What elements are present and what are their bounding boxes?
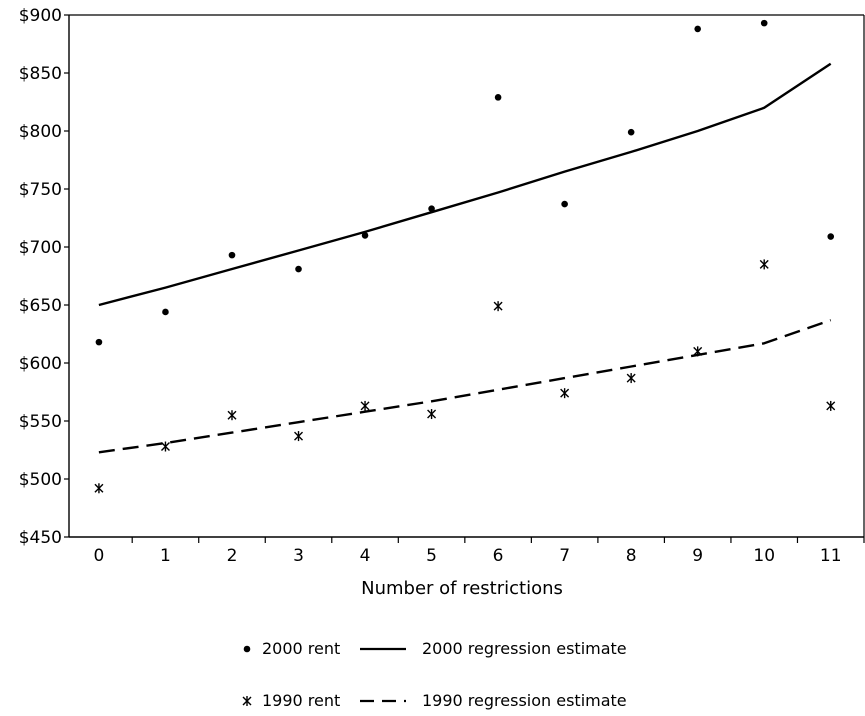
point-1990-rent bbox=[826, 400, 836, 411]
legend-dot-marker bbox=[243, 645, 251, 653]
point-1990-rent bbox=[759, 259, 769, 270]
point-1990-rent bbox=[160, 441, 170, 452]
x-tick-label: 3 bbox=[293, 546, 304, 566]
x-tick-label: 7 bbox=[559, 546, 570, 566]
point-2000-rent bbox=[95, 338, 103, 346]
x-tick-label: 6 bbox=[493, 546, 504, 566]
y-tick-label: $650 bbox=[19, 296, 62, 316]
point-2000-rent bbox=[694, 25, 701, 33]
y-tick-label: $900 bbox=[19, 6, 62, 26]
point-2000-rent bbox=[760, 19, 768, 27]
point-1990-rent bbox=[227, 410, 237, 421]
point-2000-rent bbox=[561, 200, 568, 208]
legend-label-1990-rent: 1990 rent bbox=[262, 691, 341, 710]
point-2000-rent bbox=[228, 251, 236, 259]
x-tick-label: 8 bbox=[626, 546, 637, 566]
axes bbox=[68, 14, 865, 538]
legend-label-2000-regression: 2000 regression estimate bbox=[422, 639, 627, 658]
legend-dashed-line bbox=[360, 699, 406, 703]
y-tick-label: $600 bbox=[19, 354, 62, 374]
regression-line-2000 bbox=[98, 62, 832, 307]
point-1990-rent bbox=[560, 388, 570, 399]
point-2000-rent bbox=[627, 128, 635, 136]
point-2000-rent bbox=[162, 308, 169, 316]
legend-solid-line bbox=[360, 647, 406, 651]
x-axis-ticks: 0 1 2 3 4 5 6 7 8 9 10 11 bbox=[94, 537, 865, 566]
x-tick-label: 11 bbox=[820, 546, 842, 566]
point-1990-rent bbox=[693, 346, 703, 357]
x-axis-title: Number of restrictions bbox=[361, 578, 563, 599]
legend-label-2000-rent: 2000 rent bbox=[262, 639, 341, 658]
point-1990-rent bbox=[427, 409, 437, 420]
point-1990-rent bbox=[626, 373, 636, 384]
data-points bbox=[94, 19, 836, 494]
legend-row-2000: 2000 rent 2000 regression estimate bbox=[238, 636, 658, 664]
x-tick-label: 9 bbox=[692, 546, 703, 566]
y-tick-label: $700 bbox=[19, 238, 62, 258]
x-tick-label: 4 bbox=[360, 546, 371, 566]
point-2000-rent bbox=[428, 205, 435, 213]
point-1990-rent bbox=[94, 483, 104, 494]
point-2000-rent bbox=[361, 232, 369, 239]
x-tick-label: 2 bbox=[227, 546, 238, 566]
y-tick-label: $450 bbox=[19, 528, 62, 548]
y-tick-label: $750 bbox=[19, 180, 62, 200]
x-tick-label: 5 bbox=[426, 546, 437, 566]
point-2000-rent bbox=[295, 265, 302, 273]
point-1990-rent bbox=[493, 301, 503, 312]
regression-line-1990 bbox=[98, 318, 832, 454]
point-1990-rent bbox=[360, 400, 370, 411]
legend-row-1990: 1990 rent 1990 regression estimate bbox=[238, 688, 658, 716]
point-1990-rent bbox=[294, 431, 304, 442]
y-tick-label: $550 bbox=[19, 412, 62, 432]
point-2000-rent bbox=[827, 233, 835, 240]
y-axis-ticks: $450 $500 $550 $600 $650 $700 $750 $800 $850 $900 bbox=[19, 6, 69, 548]
y-tick-label: $500 bbox=[19, 470, 62, 490]
chart-canvas: $450 $500 $550 $600 $650 $700 $750 $800 $850 $900… bbox=[19, 6, 865, 599]
x-tick-label: 0 bbox=[94, 546, 105, 566]
point-2000-rent bbox=[494, 94, 502, 101]
x-tick-label: 1 bbox=[160, 546, 171, 566]
x-tick-label: 10 bbox=[753, 546, 775, 566]
y-tick-label: $850 bbox=[19, 64, 62, 84]
legend-label-1990-regression: 1990 regression estimate bbox=[422, 691, 627, 710]
y-tick-label: $800 bbox=[19, 122, 62, 142]
legend-star-marker bbox=[242, 696, 252, 706]
regression-lines bbox=[98, 62, 832, 454]
